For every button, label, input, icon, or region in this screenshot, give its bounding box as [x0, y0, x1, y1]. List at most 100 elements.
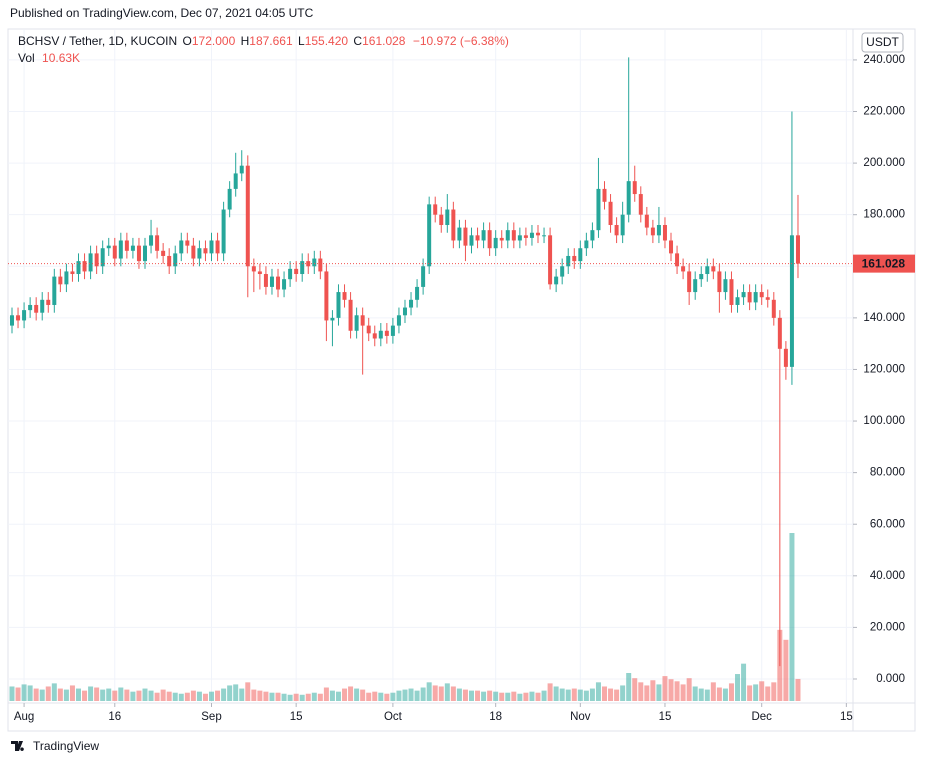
volume-bar — [75, 688, 81, 701]
candle-body — [608, 201, 613, 226]
volume-bar — [716, 687, 722, 701]
volume-bar — [287, 694, 293, 701]
volume-bar — [493, 691, 499, 701]
candle-body — [475, 235, 480, 241]
volume-bar — [396, 690, 402, 701]
candle-body — [372, 333, 377, 339]
candle-body — [439, 214, 444, 226]
candle-body — [149, 235, 154, 246]
candle-body — [517, 235, 522, 241]
volume-bar — [553, 686, 559, 701]
volume-bar — [722, 688, 728, 701]
candle-body — [590, 230, 595, 241]
candle-body — [294, 268, 299, 275]
candle-body — [548, 235, 553, 285]
candle-body — [348, 299, 353, 331]
candle-body — [614, 225, 619, 236]
candle-body — [535, 232, 540, 236]
volume-bar — [656, 684, 662, 701]
volume-bar — [348, 686, 354, 701]
currency-button[interactable] — [861, 32, 904, 53]
volume-bar — [184, 692, 190, 701]
candle-body — [584, 240, 589, 249]
volume-bar — [698, 688, 704, 701]
y-tick-label: 40.000 — [870, 570, 905, 582]
candle-body — [542, 235, 547, 237]
volume-bar — [626, 673, 632, 701]
volume-bar — [275, 692, 281, 701]
candle-body — [741, 292, 746, 298]
high-key: H — [241, 34, 250, 48]
candle-body — [233, 173, 238, 189]
candle-body — [94, 253, 99, 267]
volume-bar — [360, 689, 366, 701]
y-tick-label: 180.000 — [863, 209, 905, 221]
candle-body — [276, 276, 281, 290]
candle-body — [421, 266, 426, 287]
candle-body — [620, 214, 625, 236]
volume-bar — [233, 684, 239, 701]
candle-body — [729, 279, 734, 305]
volume-bar — [136, 690, 142, 701]
candle-body — [451, 209, 456, 241]
volume-bar — [505, 692, 511, 701]
candle-body — [759, 292, 764, 298]
volume-bar — [771, 682, 777, 701]
candle-body — [457, 227, 462, 241]
volume-bar — [644, 685, 650, 701]
volume-bar — [408, 688, 414, 701]
volume-bar — [366, 692, 372, 701]
volume-bar — [124, 689, 130, 701]
candle-body — [427, 204, 432, 267]
candle-body — [402, 307, 407, 316]
volume-bar — [305, 693, 311, 701]
published-note: Published on TradingView.com, Dec 07, 20… — [10, 6, 314, 20]
volume-bar — [704, 689, 710, 701]
volume-bar — [589, 688, 595, 701]
candle-body — [118, 240, 123, 259]
candle-body — [239, 165, 244, 174]
candle-body — [257, 271, 262, 275]
volume-bar — [438, 686, 444, 701]
candle-body — [312, 258, 317, 267]
y-tick-label: 80.000 — [870, 467, 905, 479]
candle-body — [481, 230, 486, 241]
volume-bar — [160, 689, 166, 701]
candle-body — [269, 276, 274, 287]
volume-bar — [559, 688, 565, 701]
low-value: 155.420 — [305, 34, 349, 48]
candle-body — [300, 261, 305, 275]
volume-bar — [299, 694, 305, 701]
candle-body — [650, 227, 655, 236]
candle-body — [354, 315, 359, 331]
candle-body — [632, 181, 637, 195]
candle-body — [167, 255, 172, 267]
volume-bar — [481, 691, 487, 701]
y-tick-label: 200.000 — [863, 157, 905, 169]
volume-bar — [783, 639, 789, 701]
volume-bar — [354, 688, 360, 701]
candle-body — [554, 276, 559, 285]
x-tick-label: Dec — [751, 711, 772, 723]
volume-bar — [547, 683, 553, 701]
candle-body — [415, 286, 420, 300]
candle-body — [245, 165, 250, 267]
y-tick-label: 120.000 — [863, 363, 905, 375]
volume-bar — [456, 688, 462, 701]
volume-bar — [577, 689, 583, 701]
candle-body — [644, 214, 649, 228]
volume-bar — [269, 692, 275, 701]
candle-body — [463, 227, 468, 246]
candle-body — [433, 204, 438, 215]
volume-bar — [426, 682, 432, 701]
candle-body — [765, 297, 770, 300]
x-tick-label: 15 — [659, 711, 672, 723]
candle-body — [705, 266, 710, 275]
volume-bar — [209, 691, 215, 701]
volume-bar — [245, 682, 251, 701]
volume-bar — [215, 690, 221, 701]
x-tick-label: 15 — [290, 711, 303, 723]
open-value: 172.000 — [192, 34, 236, 48]
volume-bar — [735, 674, 741, 701]
volume-bar — [196, 691, 202, 701]
